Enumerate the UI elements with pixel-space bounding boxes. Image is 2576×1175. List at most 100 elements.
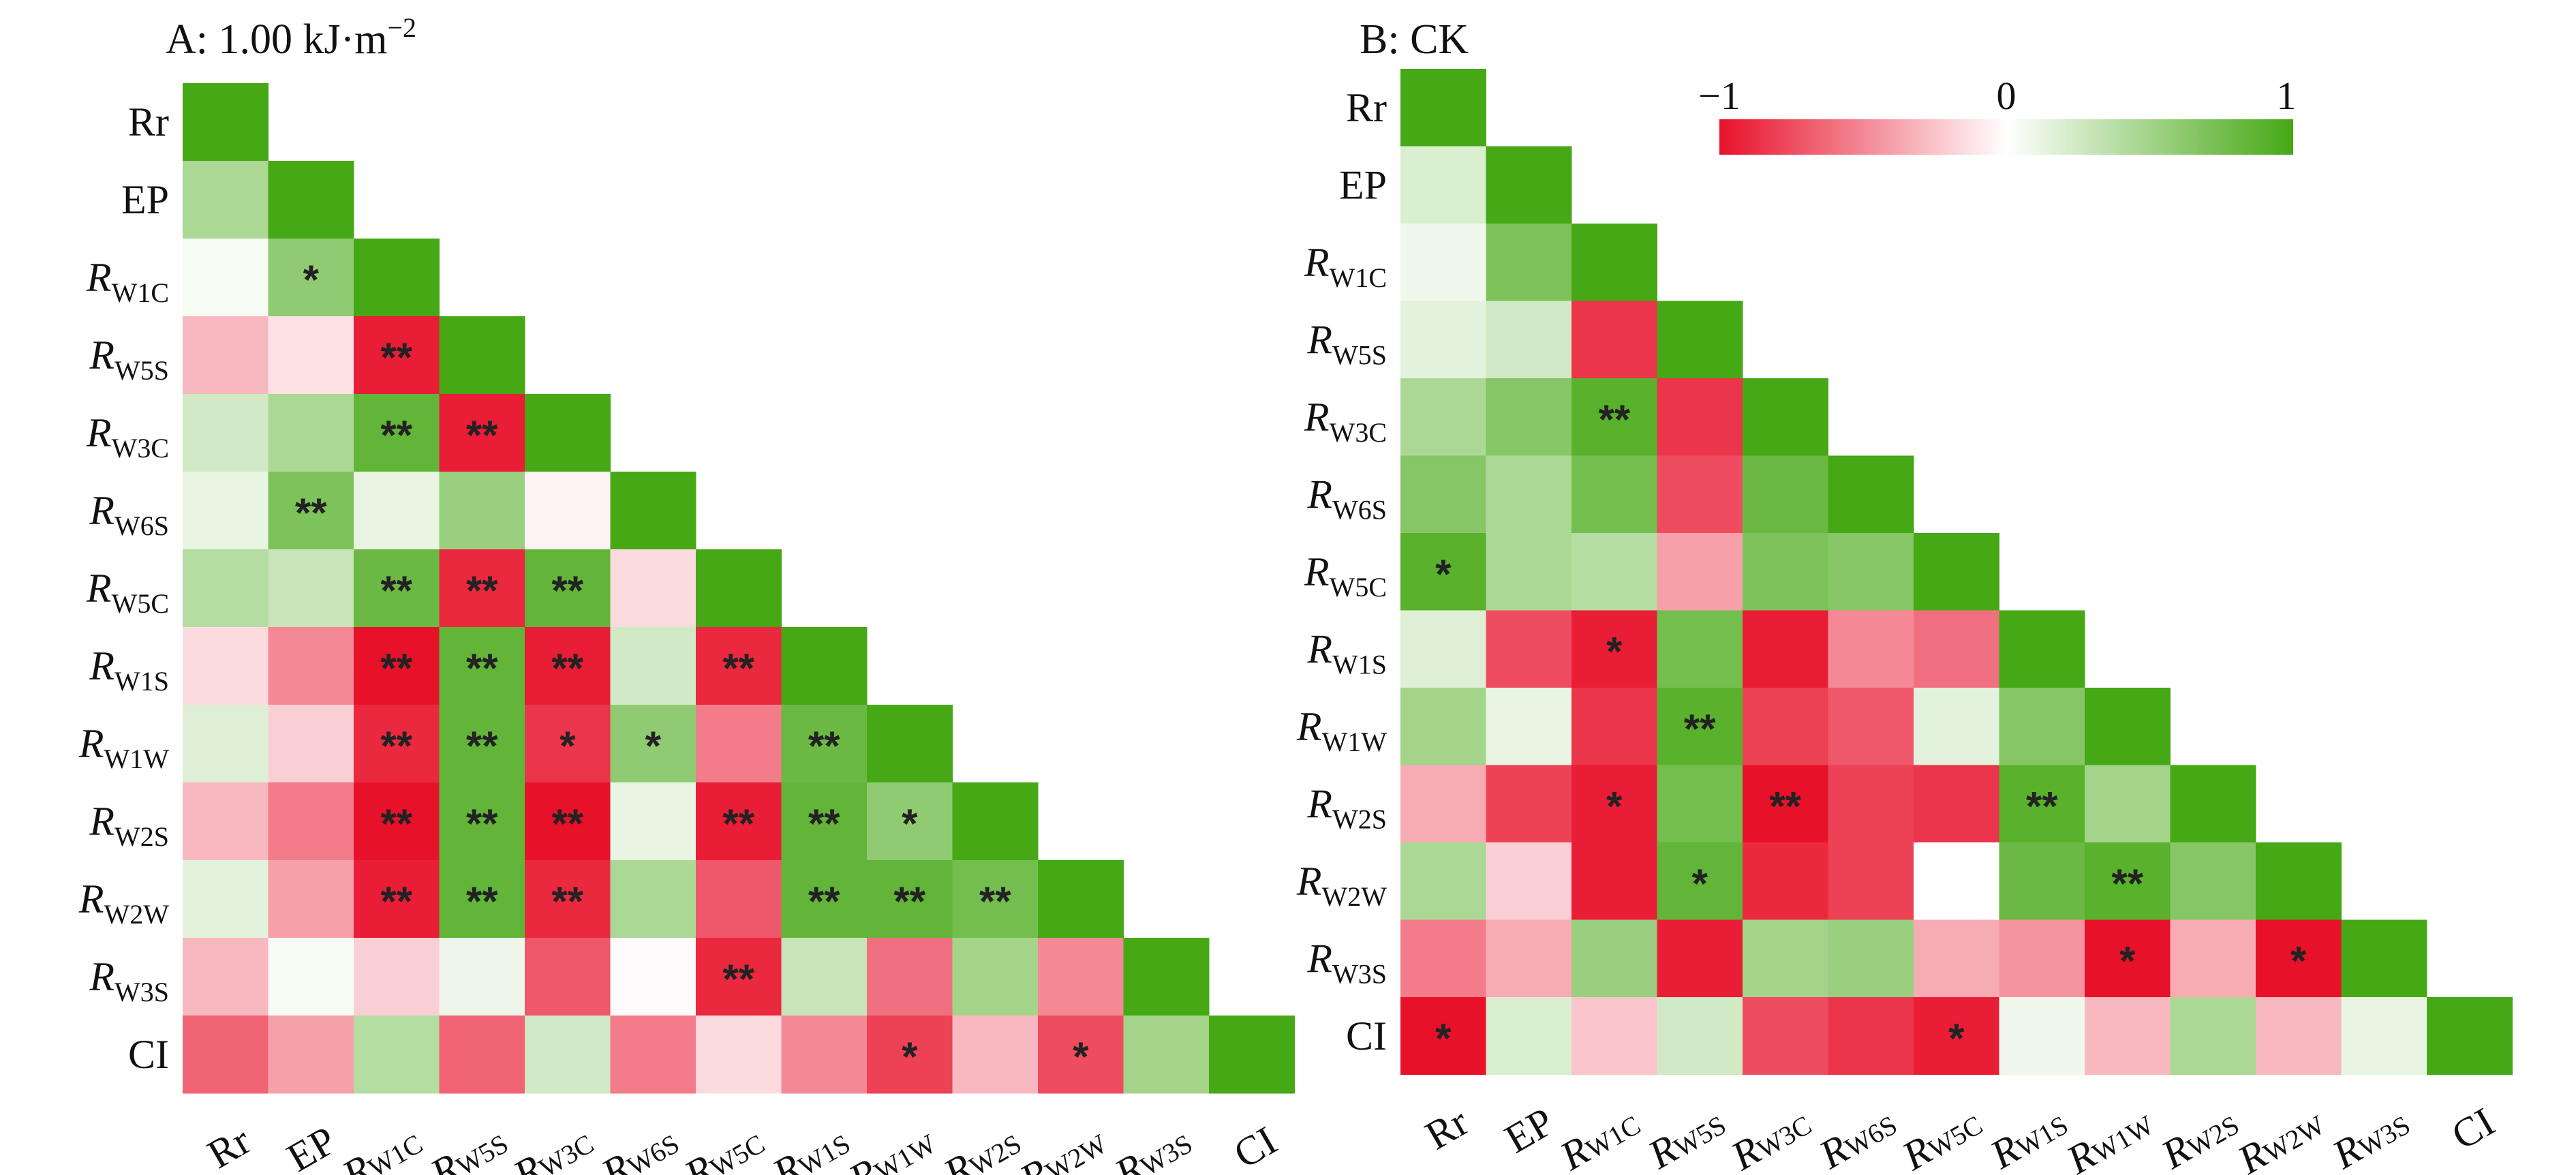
significance-mark: ** — [722, 645, 754, 691]
heatmap-cell — [1123, 1016, 1210, 1094]
row-label: RW3C — [1304, 395, 1387, 448]
column-label: RW3S — [2325, 1099, 2417, 1175]
heatmap-cell — [1999, 765, 2085, 843]
heatmap-cell — [1486, 146, 1572, 224]
heatmap-cell — [1400, 146, 1486, 224]
column-label: RW6S — [594, 1118, 686, 1175]
column-label: RW3C — [1723, 1099, 1818, 1175]
heatmap-cell — [1999, 919, 2085, 998]
row-label: RW2S — [89, 799, 169, 852]
heatmap-cell — [2341, 997, 2427, 1075]
column-label: CI — [2444, 1099, 2502, 1158]
heatmap-cell — [610, 472, 696, 550]
heatmap-cell — [525, 627, 611, 705]
row-label: Rr — [1346, 85, 1387, 130]
heatmap-cell — [1486, 842, 1572, 920]
color-scale-mid-label: 0 — [1997, 74, 2017, 118]
heatmap-cell — [183, 316, 269, 395]
heatmap-cell — [2085, 842, 2171, 920]
column-label: RW2S — [2153, 1099, 2245, 1175]
heatmap-cell — [439, 705, 525, 783]
significance-mark: ** — [722, 801, 754, 846]
heatmap-cell — [439, 549, 525, 628]
heatmap-cell — [525, 549, 611, 628]
heatmap-cell — [1571, 610, 1657, 688]
column-label: RW1C — [335, 1118, 429, 1175]
heatmap-cell — [696, 782, 782, 861]
significance-mark: * — [645, 723, 662, 769]
panel-a-title-text: A: 1.00 kJ·m — [166, 16, 388, 63]
heatmap-cell — [1999, 688, 2085, 765]
significance-mark: * — [303, 257, 320, 303]
heatmap-cell — [2170, 842, 2256, 920]
column-label: RW1W — [841, 1118, 942, 1175]
column-label: RW5S — [1640, 1099, 1732, 1175]
heatmap-cell — [525, 782, 611, 861]
heatmap-panel-b: B: CK ******* ** *** *** ** * RrEPRW1CRW5SRW3… — [1296, 16, 2513, 1175]
heatmap-cell — [1123, 938, 1210, 1016]
heatmap-cell — [268, 938, 354, 1016]
heatmap-cell — [525, 705, 611, 783]
heatmap-cell — [268, 860, 354, 939]
heatmap-cell — [183, 161, 269, 239]
heatmap-cell — [525, 394, 611, 472]
heatmap-cell — [952, 782, 1039, 861]
heatmap-cell — [1486, 610, 1572, 688]
significance-mark: ** — [466, 412, 498, 458]
column-label: RW6S — [1811, 1099, 1903, 1175]
heatmap-cell — [183, 860, 269, 939]
heatmap-cell — [696, 627, 782, 705]
heatmap-cell — [183, 705, 269, 783]
heatmap-cell — [268, 394, 354, 472]
heatmap-cell — [610, 549, 696, 628]
heatmap-cell — [1743, 842, 1828, 920]
heatmap-cell — [183, 627, 269, 705]
row-label: Rr — [128, 100, 169, 144]
heatmap-cell — [1657, 919, 1743, 998]
heatmap-cell — [525, 938, 611, 1016]
heatmap-cell — [439, 627, 525, 705]
significance-mark: ** — [551, 879, 583, 924]
heatmap-cell — [1828, 688, 1914, 765]
column-label: EP — [1497, 1099, 1561, 1161]
column-label: RW5C — [677, 1118, 771, 1175]
heatmap-cell — [2085, 765, 2171, 843]
heatmap-cell — [439, 316, 525, 395]
heatmap-cell — [2170, 765, 2256, 843]
heatmap-cell — [354, 860, 440, 939]
heatmap-cell — [354, 472, 440, 550]
heatmap-cell — [268, 239, 354, 317]
heatmap-cell — [183, 938, 269, 1016]
row-label: EP — [1339, 162, 1387, 207]
heatmap-cell — [696, 1016, 782, 1094]
heatmap-cell — [867, 1016, 953, 1094]
heatmap-cell — [2341, 919, 2427, 998]
heatmap-cell — [1828, 765, 1914, 843]
heatmap-cell — [1914, 997, 1999, 1075]
row-label: RW5S — [89, 333, 169, 386]
row-label: RW1W — [1296, 704, 1387, 757]
row-label: RW3C — [86, 410, 169, 463]
row-label: RW1C — [1304, 240, 1387, 293]
significance-mark: ** — [979, 879, 1011, 924]
heatmap-cell — [439, 472, 525, 550]
heatmap-cell — [1486, 919, 1572, 998]
heatmap-cell — [1743, 533, 1828, 611]
heatmap-cell — [268, 316, 354, 395]
significance-mark: ** — [551, 645, 583, 691]
heatmap-cell — [696, 705, 782, 783]
panel-b-column-labels: Rr EPRW1CRW5SRW3CRW6SRW5CRW1SRW1WRW2SRW2W… — [1417, 1099, 2502, 1175]
row-label: RW6S — [89, 488, 169, 541]
panel-b-cells: ******* ** *** *** ** * — [1400, 69, 2513, 1075]
row-label: CI — [1346, 1013, 1387, 1058]
color-scale-min-label: −1 — [1698, 74, 1741, 118]
significance-mark: ** — [466, 723, 498, 769]
heatmap-cell — [525, 472, 611, 550]
heatmap-cell — [183, 394, 269, 472]
heatmap-cell — [1486, 455, 1572, 534]
heatmap-cell — [1999, 610, 2085, 688]
heatmap-cell — [1914, 919, 1999, 998]
column-label: RW1C — [1552, 1099, 1647, 1175]
heatmap-cell — [1828, 533, 1914, 611]
